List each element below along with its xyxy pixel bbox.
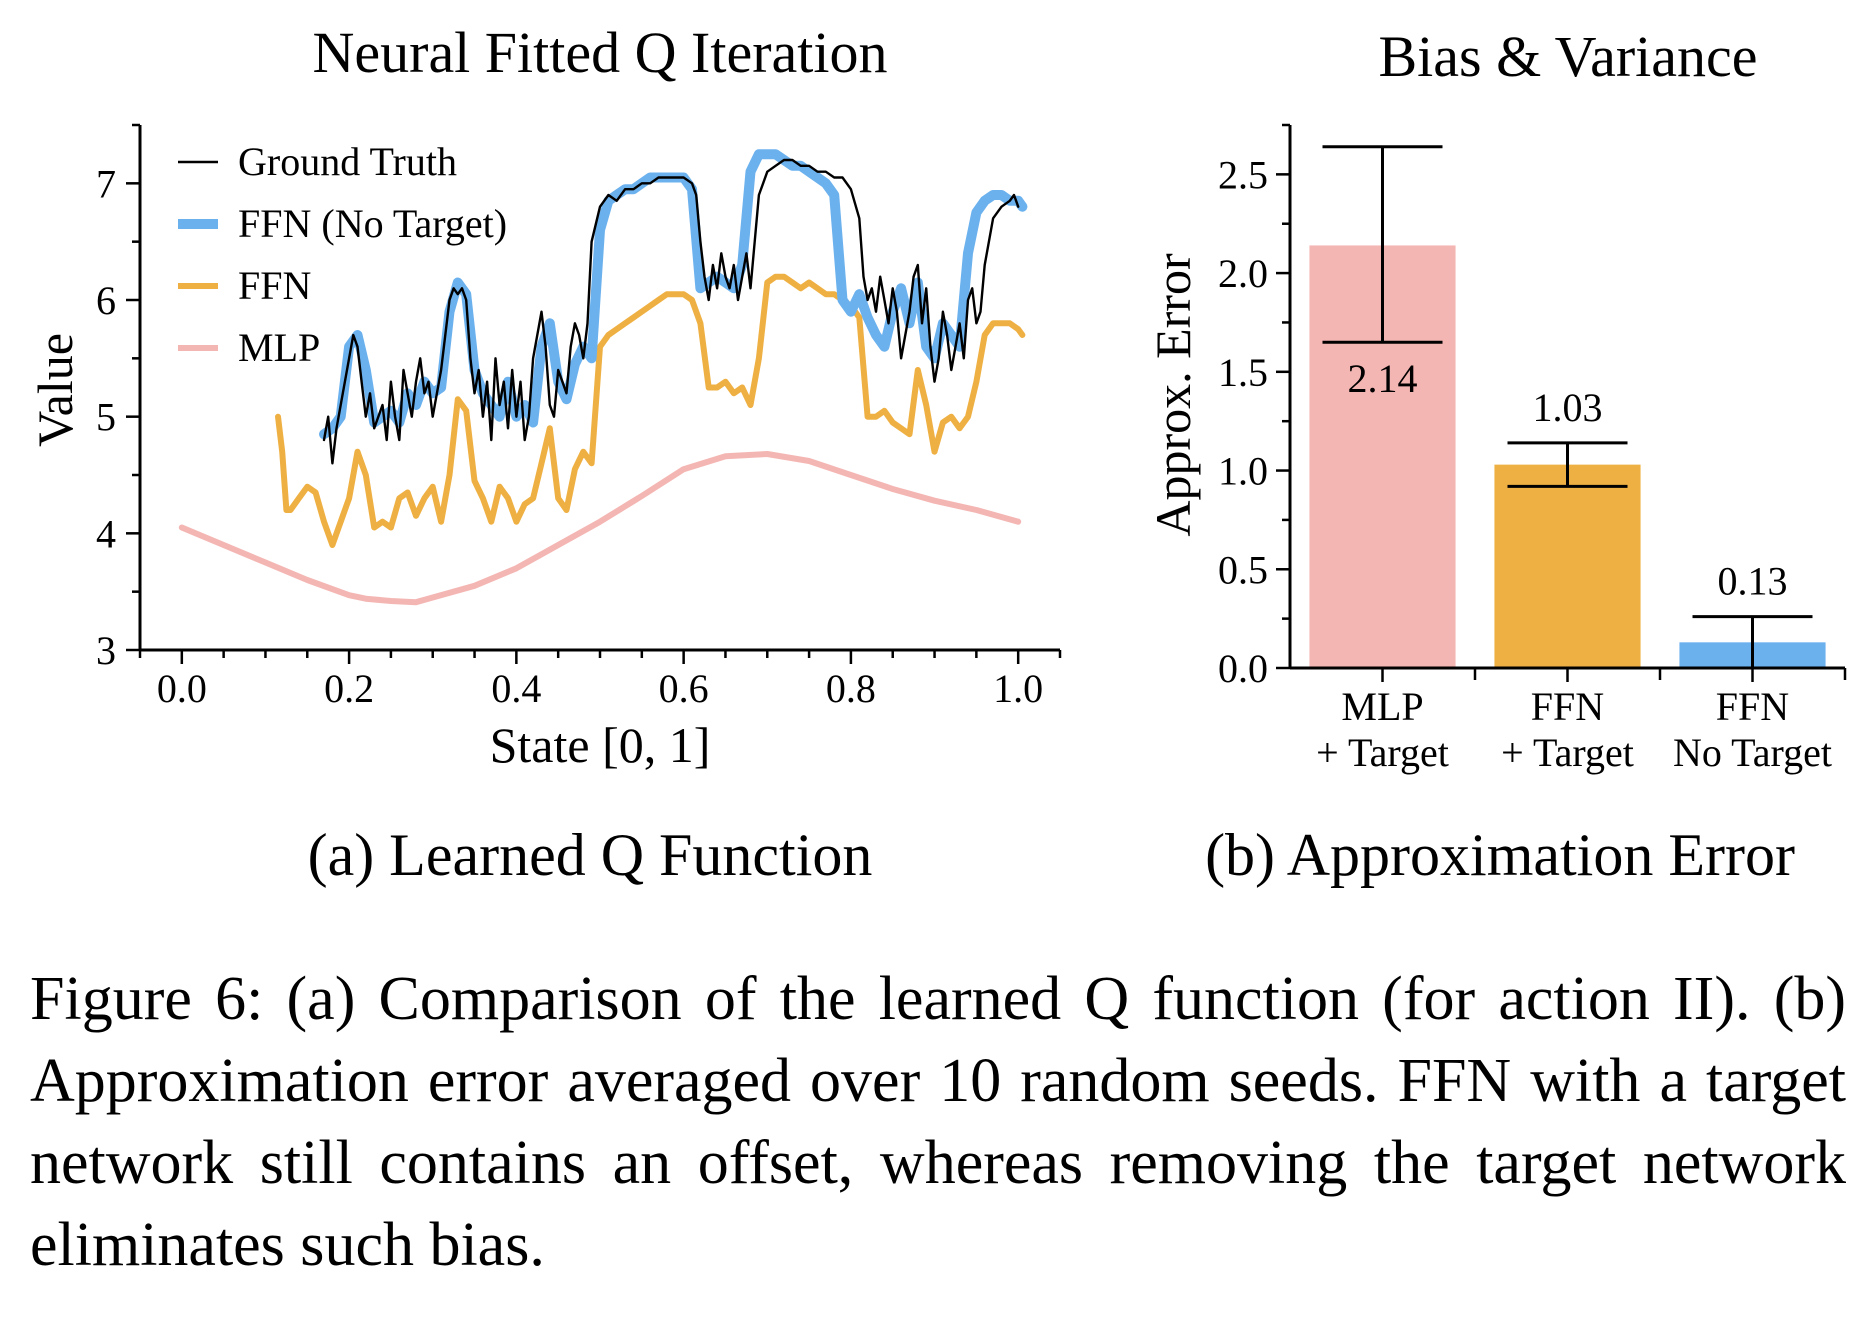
bar xyxy=(1494,464,1641,668)
panel-b: Bias & Variance 2.141.030.13 MLP+ Target… xyxy=(1145,24,1847,888)
chart-a-legend: Ground Truth FFN (No Target) FFN MLP xyxy=(178,139,507,370)
chart-b-subcaption: (b) Approximation Error xyxy=(1205,822,1795,888)
series-mlp-line xyxy=(178,451,1022,606)
legend-label: MLP xyxy=(238,325,320,370)
y-tick-label: 4 xyxy=(96,511,116,556)
legend-label: FFN (No Target) xyxy=(238,201,507,246)
bar-value-label: 1.03 xyxy=(1533,385,1603,430)
y-tick-label: 2.5 xyxy=(1218,152,1268,197)
x-tick-label: 0.8 xyxy=(826,666,876,711)
figure-caption: Figure 6: (a) Comparison of the learned … xyxy=(30,965,1846,1279)
y-tick-label: 1.0 xyxy=(1218,449,1268,494)
y-tick-label: 3 xyxy=(96,628,116,673)
x-category-label: MLP xyxy=(1341,684,1423,729)
panel-a: Neural Fitted Q Iteration 0.0 0.2 0.4 0.6 0.… xyxy=(27,20,1062,888)
x-category-label: FFN xyxy=(1531,684,1604,729)
chart-a-title: Neural Fitted Q Iteration xyxy=(313,20,888,85)
series-ffn-line xyxy=(275,273,1026,548)
x-tick-label: 0.0 xyxy=(157,666,207,711)
chart-b-plot-area: 2.14 1.03 0.13 xyxy=(1309,145,1826,668)
figure: Neural Fitted Q Iteration 0.0 0.2 0.4 0.6 0.… xyxy=(27,20,1847,888)
y-tick-label: 5 xyxy=(96,395,116,440)
y-tick-label: 0.5 xyxy=(1218,547,1268,592)
chart-a-subcaption: (a) Learned Q Function xyxy=(308,822,873,888)
x-tick-label: 1.0 xyxy=(993,666,1043,711)
y-tick-label: 2.0 xyxy=(1218,251,1268,296)
chart-a-ylabel: Value xyxy=(27,333,83,447)
legend-label: FFN xyxy=(238,263,311,308)
chart-b-title: Bias & Variance xyxy=(1378,24,1757,89)
x-tick-label: 0.6 xyxy=(659,666,709,711)
bar-value-label: 2.14 xyxy=(1348,356,1418,401)
chart-a-plot-area xyxy=(178,149,1028,606)
y-tick-label: 6 xyxy=(96,278,116,323)
y-tick-label: 7 xyxy=(96,161,116,206)
bar-value-label: 0.13 xyxy=(1718,559,1788,604)
series-ground-truth-line xyxy=(322,158,1020,465)
x-category-label: FFN xyxy=(1716,684,1789,729)
x-tick-label: 0.2 xyxy=(324,666,374,711)
x-tick-label: 0.4 xyxy=(491,666,541,711)
legend-label: Ground Truth xyxy=(238,139,457,184)
chart-b-ylabel: Approx. Error xyxy=(1145,253,1201,537)
y-tick-label: 0.0 xyxy=(1218,646,1268,691)
chart-a-xlabel: State [0, 1] xyxy=(490,717,711,773)
x-category-label: + Target xyxy=(1316,730,1449,775)
x-category-label: + Target xyxy=(1501,730,1634,775)
y-tick-label: 1.5 xyxy=(1218,350,1268,395)
x-category-label: No Target xyxy=(1673,730,1832,775)
chart-a-axes: 0.0 0.2 0.4 0.6 0.8 1.0 3 4 5 6 7 xyxy=(96,123,1062,711)
